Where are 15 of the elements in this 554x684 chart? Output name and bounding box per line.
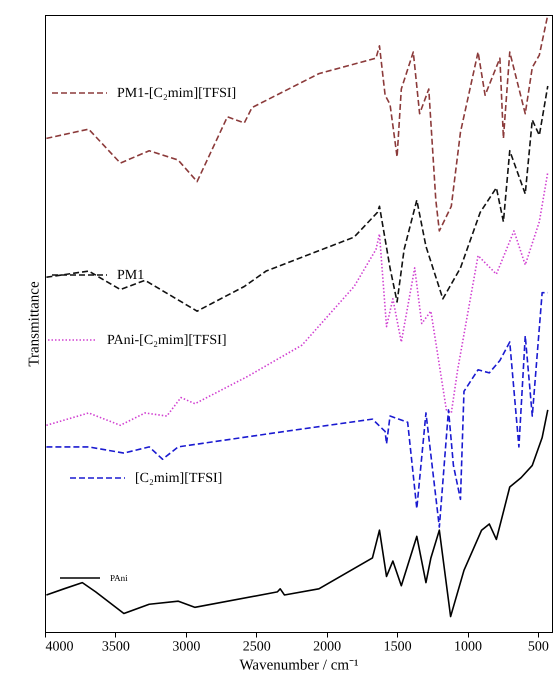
x-tick-label: 1500 (384, 640, 412, 654)
x-tick-label: 1000 (454, 640, 482, 654)
x-tick-label: 500 (528, 640, 549, 654)
x-tick-label: 2500 (242, 640, 271, 654)
y-axis-title: Transmittance (26, 281, 42, 367)
legend-label: PAni-[C₂mim][TFSI] (107, 333, 226, 348)
legend-label: PM1 (117, 268, 144, 283)
legend-label: PAni (110, 573, 128, 583)
x-tick-label: 3000 (172, 640, 200, 654)
x-tick-label: 2000 (313, 640, 342, 654)
x-axis-title: Wavenumber / cm⁻¹ (239, 658, 359, 674)
x-tick-label: 4000 (46, 640, 74, 654)
legend-label: [C₂mim][TFSI] (135, 471, 222, 486)
x-tick-label: 3500 (102, 640, 130, 654)
legend-label: PM1-[C₂mim][TFSI] (117, 86, 236, 101)
